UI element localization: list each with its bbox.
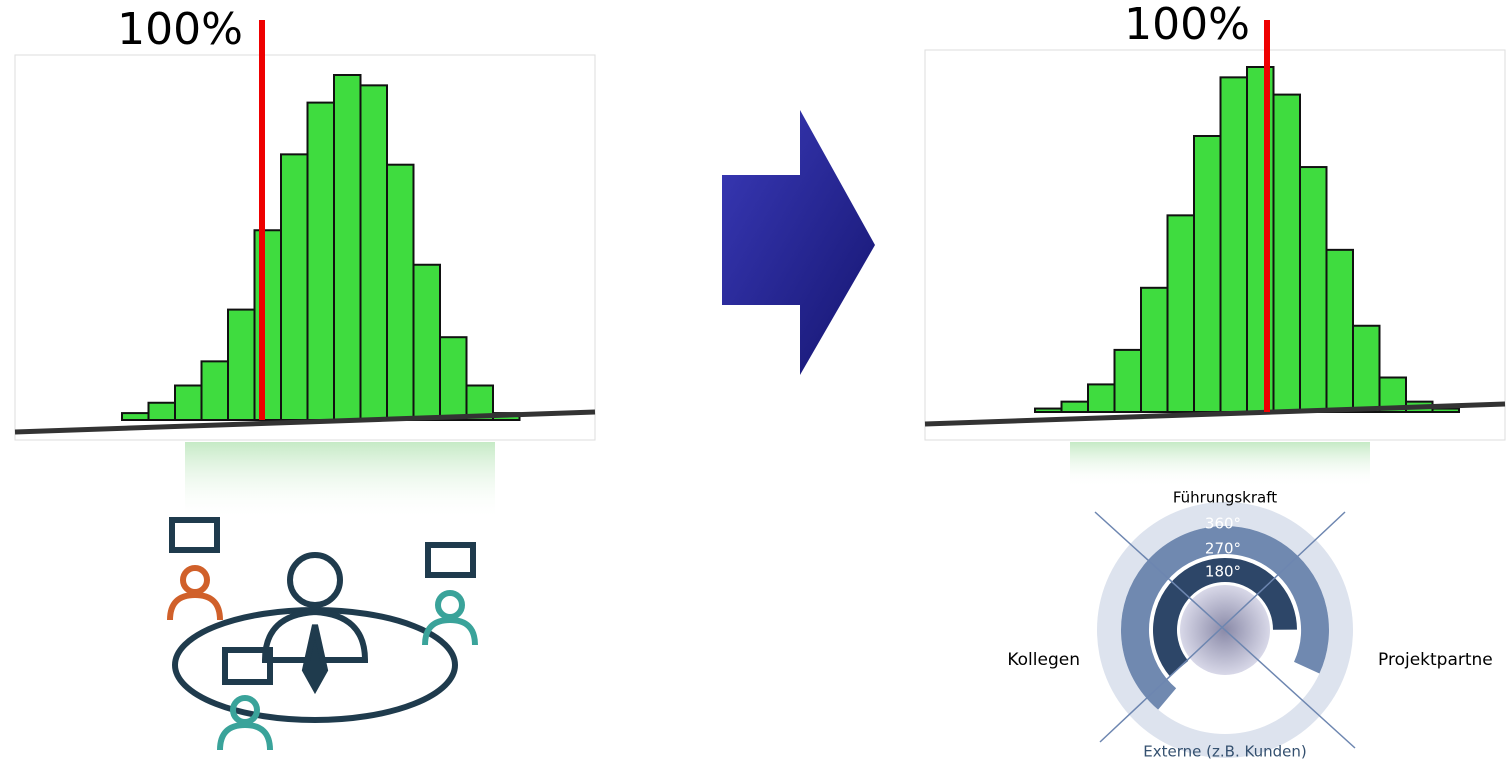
reflection [1070,442,1370,487]
ring-label: 360° [1205,515,1241,533]
histogram-bar [414,265,441,420]
people-icon [170,520,475,750]
histogram-bar [1115,350,1142,412]
histogram-bar [228,310,255,420]
histogram-bar [308,103,335,420]
histogram-bar [1141,288,1168,412]
arrow [722,110,875,375]
histogram-bar [1274,95,1301,412]
histogram-bar [281,154,308,420]
histogram-bar [255,230,282,420]
histogram-bar [1327,250,1354,412]
ring-label: 180° [1205,563,1241,581]
histogram-bar [1194,136,1221,412]
histogram-bar [440,337,467,420]
wheel-bottom: Externe (z.B. Kunden) [1143,743,1306,761]
histogram-bar [1221,77,1248,412]
histogram-bar [175,386,202,421]
histogram-bar [1035,409,1062,412]
wheel-top: Führungskraft [1173,489,1277,507]
reflection [185,442,495,520]
histogram-bar [1433,409,1460,412]
histogram-bar [361,85,388,420]
histogram-bar [387,165,414,420]
marker-label: 100% [1124,0,1250,50]
histogram-bar [122,413,149,420]
histogram-bar [1300,167,1327,412]
histogram-bar [149,403,176,420]
histogram-bar [202,361,229,420]
marker-label: 100% [117,4,243,55]
wheel-right: Projektpartne [1378,650,1493,670]
histogram-bar [1353,326,1380,412]
page: Führungskraft 360° 270° 180° Kollegen Pr… [0,0,1511,763]
histogram-bar [334,75,361,420]
wheel-left: Kollegen [1007,650,1080,670]
histogram-bar [1062,402,1089,412]
histogram-bar [1168,215,1195,412]
ring-label: 270° [1205,540,1241,558]
slide: Führungskraft 360° 270° 180° Kollegen Pr… [0,0,1511,763]
histogram-bar [1088,384,1115,412]
